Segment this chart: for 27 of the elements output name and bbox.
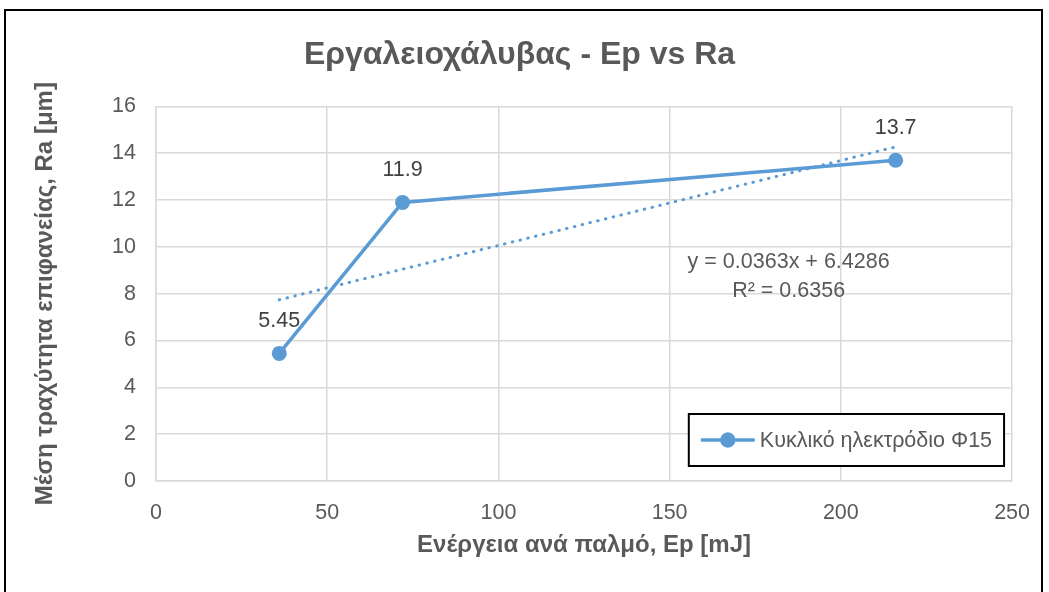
x-tick-label: 200 (822, 499, 859, 524)
point (395, 194, 411, 210)
y-tick-label: 14 (112, 140, 137, 165)
y-axis-title: Μέση τραχύτητα επιφανείας, Ra [μm] (30, 82, 58, 506)
y-tick-label: 12 (112, 186, 136, 211)
x-tick-label: 150 (651, 499, 688, 524)
chart-title: Εργαλειοχάλυβας - Ep vs Ra (303, 35, 736, 72)
annotation: R² = 0.6356 (732, 278, 846, 303)
data-label: 13.7 (874, 115, 917, 140)
legend-label: Κυκλικό ηλεκτρόδιο Φ15 (759, 427, 993, 452)
y-tick-label: 16 (112, 93, 137, 118)
x-tick-label: 0 (150, 499, 163, 524)
x-tick-label: 250 (994, 499, 1031, 524)
y-tick-label: 10 (112, 233, 137, 258)
y-tick-label: 6 (124, 327, 137, 352)
annotation: y = 0.0363x + 6.4286 (687, 249, 890, 274)
x-tick-label: 50 (315, 499, 340, 524)
y-tick-label: 0 (124, 467, 137, 492)
x-axis-title: Ενέργεια ανά παλμό, Ep [mJ] (417, 530, 751, 558)
x-tick-label: 100 (480, 499, 517, 524)
y-tick-label: 2 (124, 421, 136, 446)
point (888, 152, 904, 168)
data-label: 5.45 (258, 308, 301, 333)
data-label: 11.9 (382, 157, 423, 182)
point (271, 345, 287, 361)
y-tick-label: 4 (124, 374, 137, 399)
y-tick-label: 8 (124, 280, 137, 305)
